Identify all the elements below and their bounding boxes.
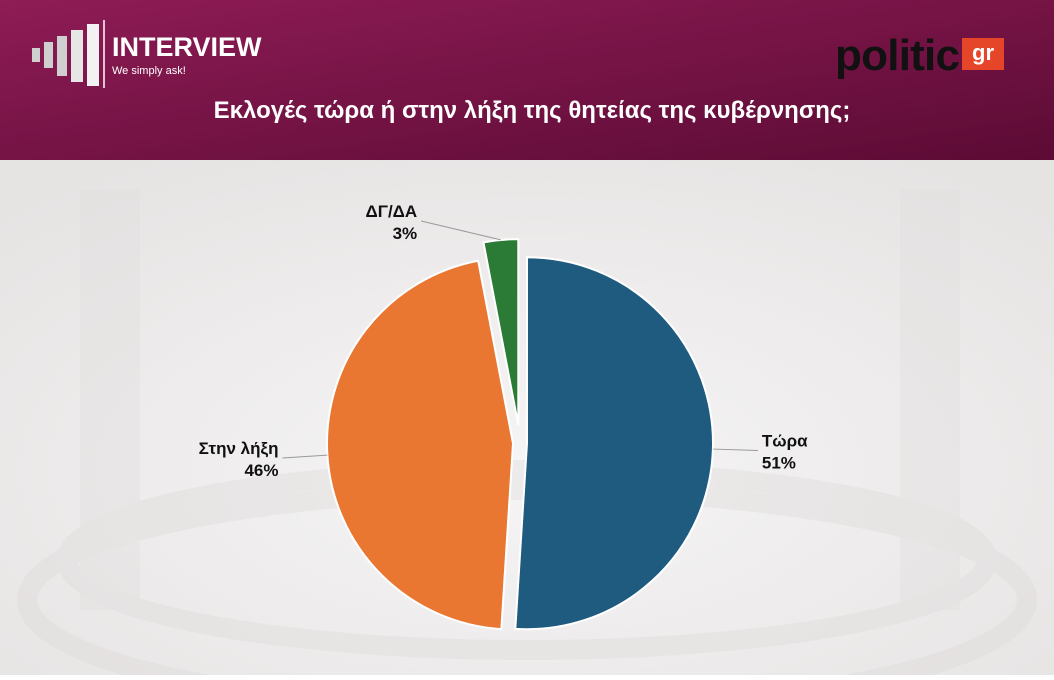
leader-line	[421, 220, 501, 241]
pie-slice	[514, 256, 714, 631]
category-label: Τώρα	[762, 431, 808, 450]
value-label: 51%	[762, 453, 796, 472]
logo-suffix: gr	[972, 40, 994, 65]
chart-title: Εκλογές τώρα ή στην λήξη της θητείας της…	[214, 97, 851, 124]
brand-tagline: We simply ask!	[112, 65, 186, 77]
logo: politic	[835, 31, 960, 80]
brand-icon	[32, 24, 99, 86]
data-label: Στην λήξη 46%	[199, 439, 279, 480]
header-band	[0, 0, 1054, 160]
category-label: Στην λήξη	[199, 439, 279, 458]
data-label: Τώρα 51%	[762, 431, 808, 472]
data-label: ΔΓ/ΔΑ 3%	[366, 202, 418, 243]
brand-name: INTERVIEW	[112, 32, 262, 62]
category-label: ΔΓ/ΔΑ	[366, 202, 418, 221]
leader-line	[712, 448, 758, 451]
value-label: 46%	[244, 461, 278, 480]
leader-line	[282, 454, 328, 459]
logo-box	[962, 38, 1004, 70]
value-label: 3%	[393, 224, 418, 243]
